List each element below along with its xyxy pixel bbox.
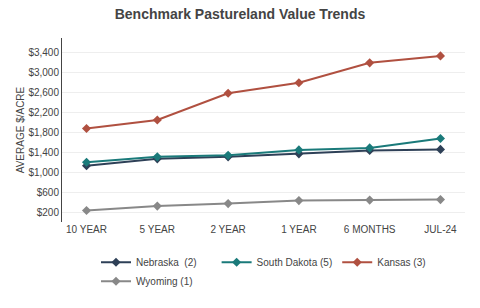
svg-text:1 YEAR: 1 YEAR (281, 224, 316, 235)
svg-text:$600: $600 (37, 187, 60, 198)
svg-text:$3,400: $3,400 (28, 47, 59, 58)
svg-text:2 YEAR: 2 YEAR (210, 224, 245, 235)
svg-text:$1,800: $1,800 (28, 127, 59, 138)
svg-text:South Dakota (5): South Dakota (5) (257, 257, 333, 268)
svg-text:$1,000: $1,000 (28, 167, 59, 178)
svg-text:Kansas (3): Kansas (3) (377, 257, 425, 268)
svg-text:5 YEAR: 5 YEAR (140, 224, 175, 235)
svg-text:JUL-24: JUL-24 (424, 224, 457, 235)
svg-text:$2,600: $2,600 (28, 87, 59, 98)
svg-text:AVERAGE $/ACRE: AVERAGE $/ACRE (15, 86, 26, 173)
svg-text:$2,200: $2,200 (28, 107, 59, 118)
svg-text:6 MONTHS: 6 MONTHS (344, 224, 396, 235)
svg-text:$200: $200 (37, 207, 60, 218)
svg-text:10 YEAR: 10 YEAR (66, 224, 107, 235)
svg-text:Nebraska (2): Nebraska (2) (136, 257, 197, 268)
svg-text:$3,000: $3,000 (28, 67, 59, 78)
svg-text:Benchmark Pastureland Value Tr: Benchmark Pastureland Value Trends (115, 6, 366, 22)
svg-text:$1,400: $1,400 (28, 147, 59, 158)
svg-text:Wyoming (1): Wyoming (1) (136, 276, 193, 287)
